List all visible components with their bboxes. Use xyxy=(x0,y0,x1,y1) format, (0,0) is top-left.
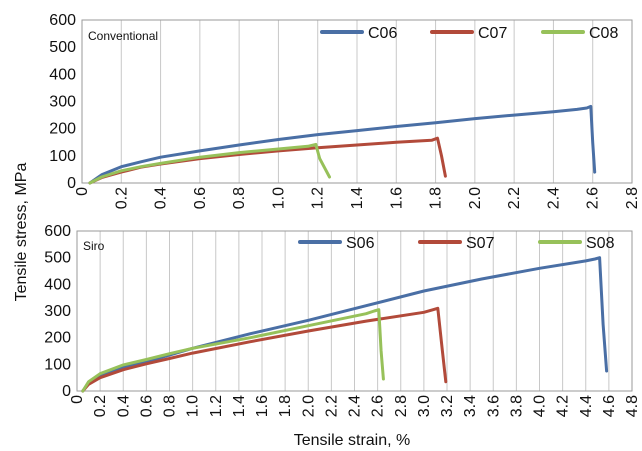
x-tick-label: 1.0 xyxy=(270,187,287,209)
y-tick-label: 200 xyxy=(49,121,76,138)
x-tick-label: 3.6 xyxy=(485,395,502,417)
series-line-c08 xyxy=(88,142,331,185)
x-tick-label: 1.4 xyxy=(349,187,366,209)
y-tick-label: 500 xyxy=(49,39,76,56)
y-tick-label: 600 xyxy=(49,12,76,29)
x-tick-label: 2.0 xyxy=(300,395,317,417)
legend-label-s08: S08 xyxy=(586,235,615,252)
x-tick-label: 0.4 xyxy=(115,395,132,417)
y-tick-label: 0 xyxy=(67,175,76,192)
x-tick-label: 3.4 xyxy=(462,395,479,417)
conventional-chart: 0 100 200 300 400 500 600 0 0.2 0.4 0.6 0.8 1.0 1.2 1.… xyxy=(49,12,641,209)
y-tick-label: 300 xyxy=(49,94,76,111)
x-tick-label: 1.4 xyxy=(231,395,248,417)
x-tick-label: 1.2 xyxy=(310,187,327,209)
x-tick-label: 2.0 xyxy=(467,187,484,209)
x-tick-label: 0.6 xyxy=(138,395,155,417)
x-tick-label: 3.8 xyxy=(508,395,525,417)
x-tick-label: 0.8 xyxy=(162,395,179,417)
series-line-c06 xyxy=(88,104,597,185)
y-tick-label: 200 xyxy=(44,330,71,347)
x-tick-label: 4.4 xyxy=(578,395,595,417)
x-tick-label: 0.8 xyxy=(231,187,248,209)
x-tick-label: 2.4 xyxy=(347,395,364,417)
legend-label-c07: C07 xyxy=(478,25,507,42)
x-tick-label: 4.2 xyxy=(555,395,572,417)
panel-label: Conventional xyxy=(88,29,158,43)
x-tick-label: 2.4 xyxy=(545,187,562,209)
x-tick-label: 1.6 xyxy=(388,187,405,209)
y-tick-label: 400 xyxy=(49,66,76,83)
series-line-s08 xyxy=(81,308,385,393)
y-tick-label: 600 xyxy=(44,223,71,240)
y-tick-label: 400 xyxy=(44,276,71,293)
x-tick-label: 4.8 xyxy=(624,395,641,417)
x-tick-label: 1.2 xyxy=(208,395,225,417)
x-tick-label: 2.8 xyxy=(624,187,641,209)
x-tick-label: 1.6 xyxy=(254,395,271,417)
siro-chart: 0 100 200 300 400 500 600 0 0.2 0.4 0.6 0.8 1.0 1.2 1.… xyxy=(44,223,641,417)
x-tick-label: 1.0 xyxy=(185,395,202,417)
x-tick-label: 0.2 xyxy=(113,187,130,209)
x-axis-title: Tensile strain, % xyxy=(294,432,411,449)
x-tick-label: 2.2 xyxy=(323,395,340,417)
legend-label-c08: C08 xyxy=(589,25,618,42)
x-tick-label: 0 xyxy=(69,395,86,404)
y-tick-label: 500 xyxy=(44,250,71,267)
series-line-s07 xyxy=(81,306,448,393)
x-tick-label: 1.8 xyxy=(428,187,445,209)
x-tick-label: 2.6 xyxy=(585,187,602,209)
x-tick-label: 0 xyxy=(74,187,91,196)
y-tick-label: 300 xyxy=(44,303,71,320)
x-tick-label: 2.2 xyxy=(506,187,523,209)
x-tick-label: 2.6 xyxy=(370,395,387,417)
y-axis-title: Tensile stress, MPa xyxy=(13,163,30,302)
y-tick-label: 0 xyxy=(62,383,71,400)
plot-frame xyxy=(76,230,633,392)
x-tick-label: 0.4 xyxy=(153,187,170,209)
legend-label-s07: S07 xyxy=(466,235,495,252)
legend-label-c06: C06 xyxy=(368,25,397,42)
series-line-s06 xyxy=(81,256,609,393)
x-tick-label: 4.0 xyxy=(532,395,549,417)
x-tick-label: 3.2 xyxy=(439,395,456,417)
panel-label: Siro xyxy=(83,239,105,253)
x-tick-label: 0.6 xyxy=(192,187,209,209)
legend-label-s06: S06 xyxy=(346,235,375,252)
y-tick-label: 100 xyxy=(49,148,76,165)
x-tick-label: 1.8 xyxy=(277,395,294,417)
x-tick-label: 2.8 xyxy=(393,395,410,417)
x-tick-label: 0.2 xyxy=(92,395,109,417)
plot-frame xyxy=(81,19,633,184)
y-tick-label: 100 xyxy=(44,356,71,373)
x-tick-label: 4.6 xyxy=(601,395,618,417)
x-tick-label: 3.0 xyxy=(416,395,433,417)
